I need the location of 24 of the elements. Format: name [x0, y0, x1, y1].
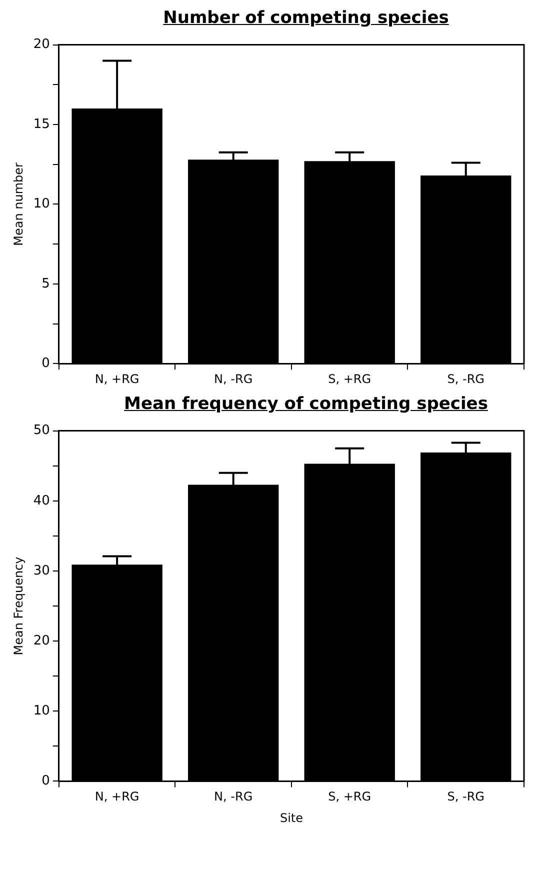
x-tick-label: N, +RG: [94, 790, 140, 804]
y-tick-label: 10: [33, 703, 50, 718]
y-axis-title: Mean Frequency: [11, 556, 26, 656]
chart-title: Mean frequency of competing species: [123, 394, 489, 414]
y-tick-label: 5: [42, 276, 50, 292]
y-tick-label: 20: [33, 37, 50, 52]
x-tick-label: N, -RG: [214, 790, 253, 804]
x-tick-label: N, -RG: [214, 372, 253, 386]
x-tick-label: N, +RG: [94, 372, 140, 386]
chart-title: Number of competing species: [162, 8, 450, 28]
y-tick-label: 20: [33, 633, 50, 648]
y-tick-label: 10: [33, 196, 50, 212]
x-tick-label: S, -RG: [447, 372, 484, 386]
y-tick-label: 30: [33, 563, 50, 578]
y-tick-label: 40: [33, 493, 50, 508]
x-tick-label: S, +RG: [328, 790, 372, 804]
y-tick-label: 15: [33, 116, 50, 132]
y-tick-label: 50: [33, 423, 50, 438]
y-tick-label: 0: [42, 356, 50, 371]
x-axis-title: Site: [280, 810, 303, 825]
x-tick-label: S, +RG: [328, 372, 372, 386]
x-tick-label: S, -RG: [447, 790, 484, 804]
y-tick-label: 0: [42, 774, 50, 789]
y-axis-title: Mean number: [11, 162, 26, 246]
